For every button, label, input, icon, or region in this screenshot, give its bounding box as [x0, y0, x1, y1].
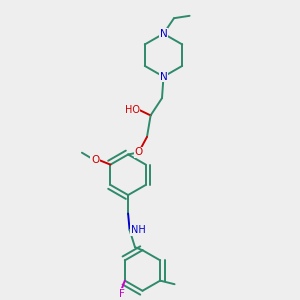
Text: N: N: [160, 29, 167, 39]
Text: F: F: [119, 289, 125, 299]
Text: HO: HO: [124, 105, 140, 115]
Text: N: N: [160, 72, 167, 82]
Text: NH: NH: [130, 225, 146, 235]
Text: O: O: [134, 147, 143, 158]
Text: O: O: [91, 155, 100, 165]
